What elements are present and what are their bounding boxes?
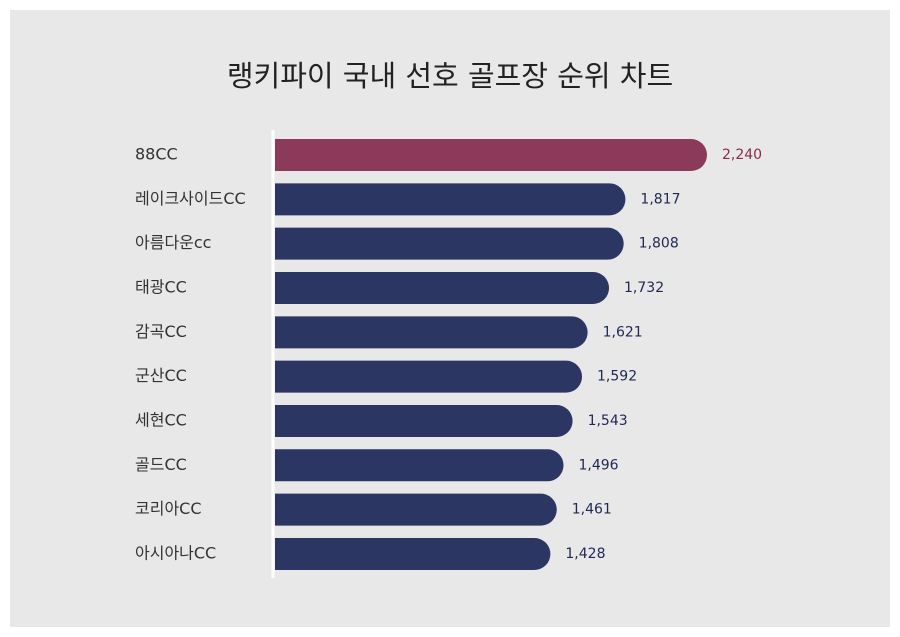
bar <box>275 360 583 393</box>
category-label: 군산CC <box>135 366 187 385</box>
bar <box>275 316 588 349</box>
value-label: 1,428 <box>565 546 605 562</box>
bar <box>275 271 610 304</box>
bar <box>275 493 557 526</box>
category-label: 코리아CC <box>135 499 202 518</box>
value-label: 1,817 <box>640 191 680 207</box>
category-label: 아시아나CC <box>135 543 216 562</box>
category-label: 레이크사이드CC <box>135 189 246 208</box>
value-label: 1,592 <box>597 369 637 385</box>
category-label: 세현CC <box>135 410 187 429</box>
category-label: 88CC <box>135 145 178 164</box>
value-label: 1,543 <box>588 413 628 429</box>
bar <box>275 537 551 570</box>
value-label: 2,240 <box>722 147 762 163</box>
bar <box>275 227 624 260</box>
value-label: 1,732 <box>624 280 664 296</box>
value-label: 1,496 <box>579 457 619 473</box>
bar <box>275 404 573 437</box>
value-label: 1,461 <box>572 502 612 518</box>
category-label: 태광CC <box>135 277 187 296</box>
category-label: 아름다운cc <box>135 233 211 252</box>
value-label: 1,808 <box>639 236 679 252</box>
category-label: 골드CC <box>135 455 187 474</box>
category-label: 감곡CC <box>135 322 187 341</box>
bar <box>275 449 564 482</box>
bar <box>275 183 626 216</box>
chart-title: 랭키파이 국내 선호 골프장 순위 차트 <box>227 59 673 93</box>
value-label: 1,621 <box>603 324 643 340</box>
bar <box>275 139 707 171</box>
